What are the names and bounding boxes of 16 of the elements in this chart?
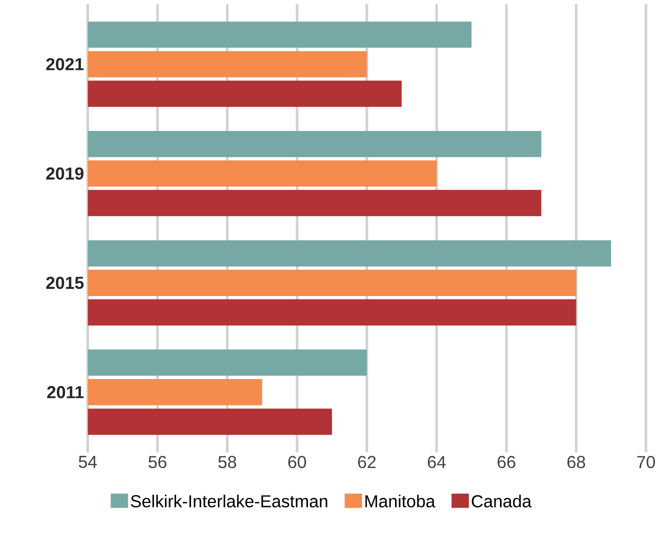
y-tick-label: 2015: [46, 276, 84, 289]
x-tick-label: 56: [148, 456, 166, 468]
legend-label: Canada: [472, 494, 532, 508]
legend-label: Selkirk-Interlake-Eastman: [130, 494, 328, 508]
y-tick-label: 2019: [46, 167, 84, 180]
x-tick-label: 62: [358, 456, 376, 468]
x-tick-label: 58: [218, 456, 236, 468]
x-tick-label: 64: [428, 456, 446, 468]
y-tick-label: 2011: [47, 386, 84, 398]
x-tick-label: 60: [288, 456, 306, 468]
y-tick-label: 2021: [46, 58, 84, 70]
x-tick-label: 66: [498, 456, 516, 468]
x-tick-label: 54: [78, 456, 97, 468]
x-tick-label: 68: [567, 456, 586, 468]
x-tick-label: 70: [637, 456, 655, 468]
legend-label: Manitoba: [365, 494, 436, 508]
